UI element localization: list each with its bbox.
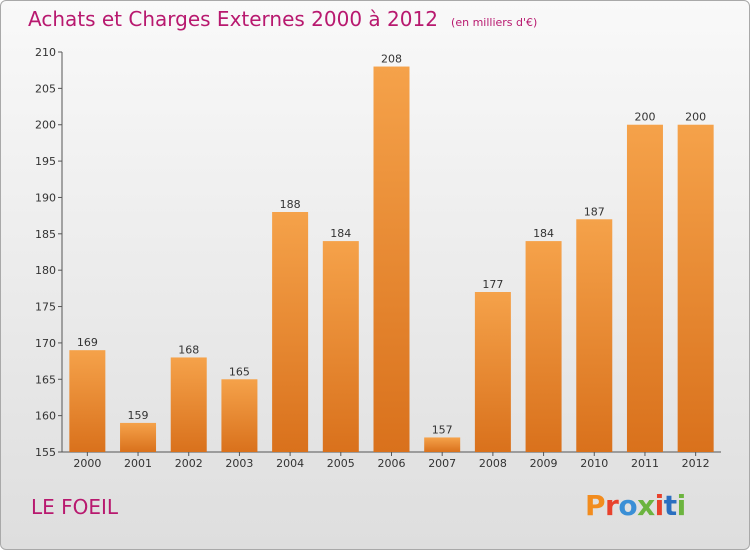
y-tick-label: 175 bbox=[35, 301, 56, 314]
bar-2004 bbox=[272, 212, 309, 452]
data-label-2001: 159 bbox=[128, 409, 149, 422]
bar-2006 bbox=[373, 66, 410, 452]
x-tick-label: 2011 bbox=[631, 457, 659, 470]
y-tick-label: 180 bbox=[35, 264, 56, 277]
logo-letter: t bbox=[663, 489, 677, 522]
bar-2011 bbox=[626, 124, 663, 453]
data-label-2009: 184 bbox=[533, 227, 554, 240]
title-block: Achats et Charges Externes 2000 à 2012 (… bbox=[28, 7, 537, 31]
bar-2002 bbox=[170, 357, 207, 452]
y-tick-label: 200 bbox=[35, 119, 56, 132]
x-tick-label: 2000 bbox=[73, 457, 101, 470]
bar-2003 bbox=[221, 379, 258, 452]
x-tick-label: 2012 bbox=[682, 457, 710, 470]
data-label-2006: 208 bbox=[381, 53, 402, 66]
data-label-2003: 165 bbox=[229, 365, 250, 378]
data-label-2005: 184 bbox=[330, 227, 351, 240]
data-label-2012: 200 bbox=[685, 111, 706, 124]
x-tick-label: 2004 bbox=[276, 457, 304, 470]
data-label-2002: 168 bbox=[178, 343, 199, 356]
x-tick-label: 2001 bbox=[124, 457, 152, 470]
x-tick-label: 2006 bbox=[378, 457, 406, 470]
bars bbox=[69, 66, 714, 453]
axes: 155 160 165 170 175 180 185 190 195 200 205 210 2000… bbox=[35, 46, 721, 470]
bar-2009 bbox=[525, 241, 562, 452]
bar-2008 bbox=[474, 292, 511, 452]
x-tick-label: 2005 bbox=[327, 457, 355, 470]
bar-2000 bbox=[69, 350, 106, 452]
x-tick-label: 2010 bbox=[580, 457, 608, 470]
x-tick-label: 2009 bbox=[530, 457, 558, 470]
chart-unit: (en milliers d'€) bbox=[451, 16, 538, 29]
logo-letter: i bbox=[676, 489, 687, 522]
data-label-2011: 200 bbox=[634, 111, 655, 124]
bar-2005 bbox=[322, 241, 359, 452]
y-tick-label: 205 bbox=[35, 82, 56, 95]
y-tick-label: 160 bbox=[35, 410, 56, 423]
chart-title: Achats et Charges Externes 2000 à 2012 bbox=[28, 7, 438, 31]
logo-letter: P bbox=[585, 489, 606, 522]
x-tick-label: 2003 bbox=[225, 457, 253, 470]
logo-letter: o bbox=[618, 489, 638, 522]
data-label-2004: 188 bbox=[280, 198, 301, 211]
bar-2001 bbox=[120, 422, 157, 452]
bar-2007 bbox=[424, 437, 461, 452]
y-tick-label: 195 bbox=[35, 155, 56, 168]
y-tick-label: 185 bbox=[35, 228, 56, 241]
data-labels: 169 159 168 165 188 184 208 157 177 184 187 200 200 bbox=[77, 53, 706, 437]
bar-2012 bbox=[677, 124, 714, 453]
commune-name: LE FOEIL bbox=[31, 495, 119, 519]
data-label-2008: 177 bbox=[482, 278, 503, 291]
data-label-2010: 187 bbox=[584, 205, 605, 218]
y-tick-label: 165 bbox=[35, 373, 56, 386]
y-tick-label: 190 bbox=[35, 191, 56, 204]
logo-letter: i bbox=[654, 489, 665, 522]
bar-2010 bbox=[576, 219, 613, 452]
y-tick-label: 170 bbox=[35, 337, 56, 350]
x-tick-label: 2007 bbox=[428, 457, 456, 470]
data-label-2000: 169 bbox=[77, 336, 98, 349]
logo-letter: r bbox=[605, 489, 619, 522]
x-tick-label: 2008 bbox=[479, 457, 507, 470]
proxiti-logo: Proxiti bbox=[585, 489, 686, 522]
logo-letter: x bbox=[637, 489, 655, 522]
x-tick-label: 2002 bbox=[175, 457, 203, 470]
y-tick-label: 155 bbox=[35, 446, 56, 459]
data-label-2007: 157 bbox=[432, 423, 453, 436]
y-tick-label: 210 bbox=[35, 46, 56, 59]
